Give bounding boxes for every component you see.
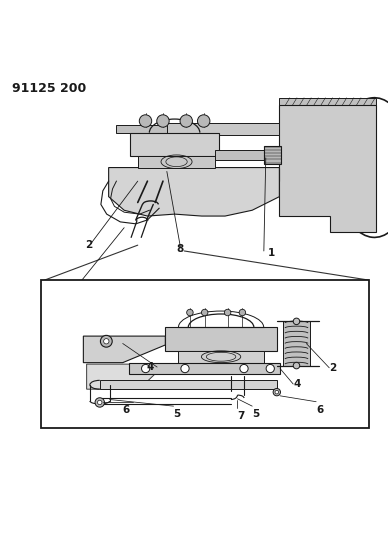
Text: 91125 200: 91125 200 bbox=[12, 82, 86, 95]
Text: 4: 4 bbox=[147, 362, 154, 372]
Polygon shape bbox=[129, 362, 280, 375]
Polygon shape bbox=[109, 167, 279, 181]
Polygon shape bbox=[165, 327, 277, 351]
Text: 5: 5 bbox=[173, 409, 181, 419]
Circle shape bbox=[197, 115, 210, 127]
Polygon shape bbox=[116, 125, 167, 133]
Text: 2: 2 bbox=[85, 240, 93, 250]
Circle shape bbox=[240, 365, 248, 373]
Polygon shape bbox=[87, 364, 165, 389]
Polygon shape bbox=[264, 146, 281, 164]
Text: 1: 1 bbox=[268, 248, 275, 258]
Text: 3: 3 bbox=[68, 287, 75, 297]
Polygon shape bbox=[109, 167, 279, 216]
Circle shape bbox=[95, 398, 104, 407]
Circle shape bbox=[139, 115, 152, 127]
Polygon shape bbox=[138, 156, 215, 167]
Circle shape bbox=[224, 309, 231, 316]
Circle shape bbox=[181, 365, 189, 373]
Text: 8: 8 bbox=[177, 244, 184, 254]
Circle shape bbox=[142, 365, 150, 373]
Circle shape bbox=[180, 115, 192, 127]
Text: 2: 2 bbox=[329, 363, 336, 373]
Text: 5: 5 bbox=[252, 409, 260, 419]
Circle shape bbox=[104, 338, 109, 344]
Polygon shape bbox=[83, 336, 165, 362]
Circle shape bbox=[275, 390, 279, 394]
Polygon shape bbox=[279, 98, 376, 106]
Polygon shape bbox=[161, 123, 279, 134]
Circle shape bbox=[293, 318, 300, 325]
Polygon shape bbox=[178, 351, 264, 362]
Text: 4: 4 bbox=[293, 379, 301, 389]
Circle shape bbox=[97, 400, 102, 405]
Polygon shape bbox=[215, 150, 279, 160]
Text: 7: 7 bbox=[237, 411, 245, 421]
Circle shape bbox=[273, 389, 281, 396]
Circle shape bbox=[187, 309, 193, 316]
Text: 6: 6 bbox=[316, 405, 323, 415]
Bar bbox=[41, 280, 369, 427]
Polygon shape bbox=[130, 133, 219, 156]
Circle shape bbox=[157, 115, 169, 127]
Circle shape bbox=[239, 309, 246, 316]
Polygon shape bbox=[279, 106, 376, 231]
Polygon shape bbox=[100, 381, 277, 389]
Circle shape bbox=[293, 362, 300, 369]
Polygon shape bbox=[283, 321, 310, 366]
Circle shape bbox=[100, 335, 112, 347]
Circle shape bbox=[201, 309, 208, 316]
Circle shape bbox=[266, 365, 274, 373]
Text: 6: 6 bbox=[122, 405, 129, 415]
